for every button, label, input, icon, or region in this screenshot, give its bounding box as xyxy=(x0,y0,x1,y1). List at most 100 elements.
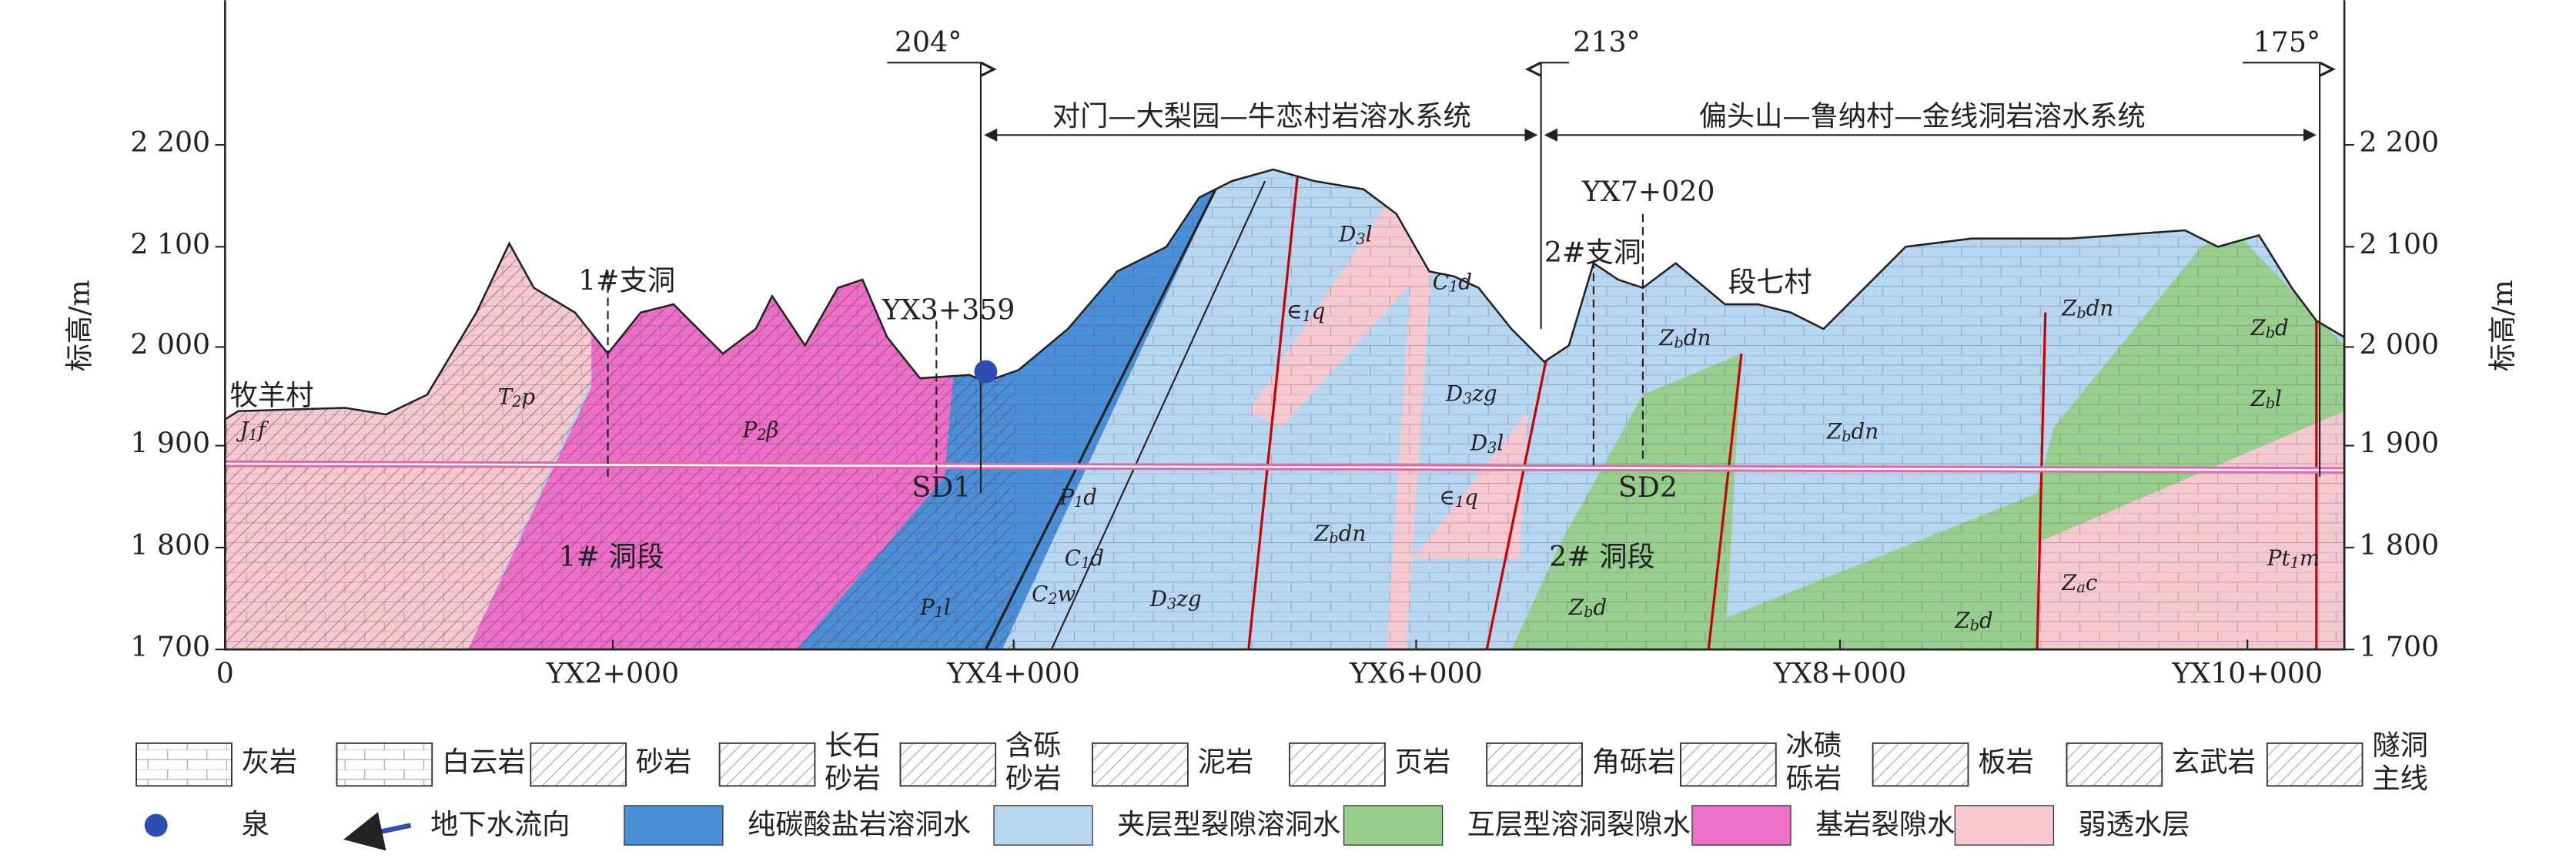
formation-sub: b xyxy=(1842,427,1851,445)
place-label: YX3+359 xyxy=(882,293,1015,327)
formation-sub: b xyxy=(2076,304,2086,322)
legend-label: 砂岩 xyxy=(1005,762,1062,795)
formation-sub: 1 xyxy=(935,603,944,621)
legend-pattern xyxy=(1092,742,1189,787)
y-axis-label: 标高/m xyxy=(63,280,96,371)
legend-label: 地下水流向 xyxy=(430,808,570,841)
formation-tail: d xyxy=(1979,607,1993,632)
formation-tail: d xyxy=(1593,594,1607,619)
formation-label: D3l xyxy=(1470,430,1504,457)
legend-label: 砂岩 xyxy=(825,762,881,795)
formation-tail: dn xyxy=(1339,520,1367,545)
formation-sub: b xyxy=(2266,324,2275,341)
formation-tail: m xyxy=(2300,545,2320,570)
legend-pattern xyxy=(899,742,997,787)
place-label: 牧羊村 xyxy=(230,379,314,412)
formation-tail: zg xyxy=(1471,381,1497,406)
formation-base: Z xyxy=(2250,385,2266,411)
y2-tick-label: 2 100 xyxy=(2359,227,2439,260)
formation-sub: 3 xyxy=(1463,390,1472,407)
formation-tail: l xyxy=(944,594,951,619)
legend-swatch xyxy=(1954,805,2055,846)
place-label: 2#支洞 xyxy=(1544,236,1641,269)
formation-base: Z xyxy=(1954,607,1970,632)
legend-label: 冰碛 xyxy=(1786,729,1842,762)
formation-label: T2p xyxy=(498,384,536,411)
formation-label: C1d xyxy=(1065,545,1104,572)
legend-pattern xyxy=(135,742,233,787)
formation-base: Z xyxy=(2250,315,2266,340)
formation-base: Z xyxy=(1658,324,1674,350)
legend-label: 白云岩 xyxy=(442,746,526,779)
formation-tail: d xyxy=(1090,545,1104,570)
x-tick-label: YX2+000 xyxy=(546,656,679,689)
formation-label: P1d xyxy=(1059,484,1097,511)
formation-tail: p xyxy=(521,384,535,409)
formation-base: P xyxy=(742,417,758,442)
formation-label: C2w xyxy=(1032,581,1076,608)
spring-icon xyxy=(144,813,168,837)
legend-pattern xyxy=(530,742,627,787)
system-label: 对门—大梨园—牛恋村岩溶水系统 xyxy=(1052,99,1471,132)
flow-arrow xyxy=(343,812,412,851)
formation-sub: 1 xyxy=(1074,493,1083,511)
legend-label: 互层型溶洞裂隙水 xyxy=(1467,808,1691,841)
formation-label: Zbdn xyxy=(1826,418,1878,445)
formation-sub: 1 xyxy=(1081,554,1090,572)
legend-label: 基岩裂隙水 xyxy=(1815,808,1955,841)
formation-base: Z xyxy=(2061,295,2077,320)
formation-label: Zac xyxy=(2061,569,2097,596)
formation-label: Zbdn xyxy=(1313,520,1366,547)
legend-pattern xyxy=(336,742,433,787)
formation-tail: l xyxy=(2275,385,2282,411)
legend-label: 隧洞 xyxy=(2372,729,2428,762)
formation-tail: w xyxy=(1058,581,1076,606)
y-tick-label: 2 200 xyxy=(130,126,210,159)
bearing: 175° xyxy=(2253,25,2320,59)
formation-tail: l xyxy=(1366,221,1373,246)
formation-label: Zbd xyxy=(2250,315,2288,342)
legend-pattern xyxy=(2266,742,2364,787)
formation-sub: 1 xyxy=(249,426,258,444)
formation-sub: b xyxy=(1329,529,1338,547)
y2-axis-label: 标高/m xyxy=(2486,280,2519,371)
formation-tail: dn xyxy=(2086,295,2114,320)
legend-label: 弱透水层 xyxy=(2078,808,2190,841)
legend-pattern xyxy=(2066,742,2163,787)
formation-base: C xyxy=(1433,269,1449,294)
formation-sub: 1 xyxy=(1449,278,1458,296)
formation-base: Z xyxy=(2061,569,2077,595)
x-tick-label: YX8+000 xyxy=(1773,656,1906,689)
formation-tail: l xyxy=(1497,430,1504,455)
formation-tail: d xyxy=(1458,269,1472,294)
legend-pattern xyxy=(1680,742,1777,787)
formation-base: Z xyxy=(1313,520,1330,545)
y2-tick-label: 2 200 xyxy=(2359,126,2439,159)
place-label: 1#支洞 xyxy=(578,263,675,297)
formation-sub: b xyxy=(1674,334,1684,351)
place-label: YX7+020 xyxy=(1581,175,1715,208)
formation-label: D3zg xyxy=(1149,586,1202,613)
formation-base: P xyxy=(919,594,935,619)
formation-sub: 1 xyxy=(1455,493,1464,511)
y-tick-label: 1 800 xyxy=(130,528,210,562)
formation-tail: zg xyxy=(1176,586,1201,612)
legend-label: 角砾岩 xyxy=(1592,746,1676,779)
formation-sub: a xyxy=(2076,578,2085,596)
formation-base: D xyxy=(1149,586,1167,612)
formation-label: P1l xyxy=(919,594,951,621)
formation-base: T xyxy=(498,384,514,409)
formation-base: D xyxy=(1470,430,1487,455)
formation-label: ∈1q xyxy=(1439,484,1478,511)
formation-base: D xyxy=(1445,381,1463,406)
formation-tail: dn xyxy=(1852,418,1879,444)
formation-label: D3zg xyxy=(1445,381,1497,407)
formation-base: Pt xyxy=(2267,545,2291,570)
formation-base: Z xyxy=(1568,594,1584,619)
legend-label: 页岩 xyxy=(1395,746,1451,779)
y-tick-label: 2 000 xyxy=(130,328,210,361)
formation-base: ∈ xyxy=(1439,484,1455,509)
legend-label: 纯碳酸盐岩溶洞水 xyxy=(748,808,971,841)
formation-sub: 1 xyxy=(1302,307,1311,325)
legend-pattern xyxy=(718,742,816,787)
